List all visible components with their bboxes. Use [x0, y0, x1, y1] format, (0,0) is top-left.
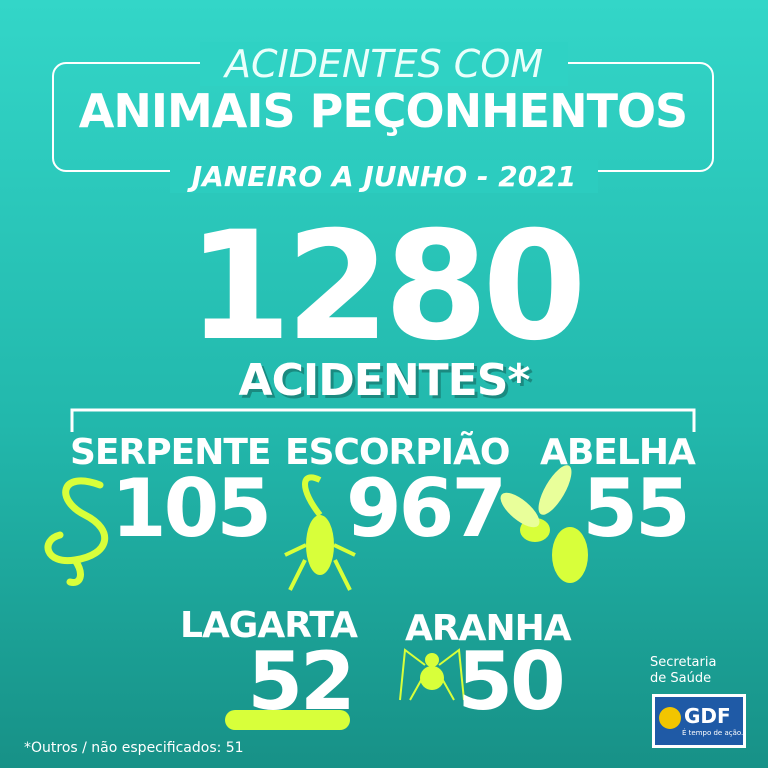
snake-icon	[44, 477, 109, 586]
title-line1: ACIDENTES COM	[200, 42, 568, 86]
period: JANEIRO A JUNHO - 2021	[170, 160, 598, 193]
scorpion-icon	[284, 474, 356, 591]
logo-text: de Saúde	[650, 671, 712, 686]
total-label: ACIDENTES*	[238, 355, 531, 406]
bee-icon	[500, 465, 588, 583]
item-value: 52	[247, 635, 355, 728]
footnote: *Outros / não especificados: 51	[24, 740, 244, 756]
logo-text: Secretaria	[650, 655, 717, 670]
spider-icon	[399, 648, 465, 701]
total-value: 1280	[187, 200, 586, 374]
item-value: 967	[346, 462, 507, 555]
logo-brand: GDF	[684, 704, 731, 728]
logo-tree	[659, 707, 681, 729]
item-value: 50	[457, 635, 565, 728]
item-label: SERPENTE	[70, 432, 272, 473]
item-label: ABELHA	[540, 432, 696, 473]
bracket	[70, 408, 696, 432]
caterpillar-icon	[225, 710, 350, 730]
item-value: 105	[111, 462, 272, 555]
item-label: ARANHA	[405, 608, 572, 649]
item-label: ESCORPIÃO	[285, 432, 511, 473]
title-line2: ANIMAIS PEÇONHENTOS	[78, 84, 688, 138]
logo-slogan: É tempo de ação.	[682, 729, 744, 737]
item-value: 55	[582, 462, 690, 555]
item-label: LAGARTA	[180, 605, 358, 646]
